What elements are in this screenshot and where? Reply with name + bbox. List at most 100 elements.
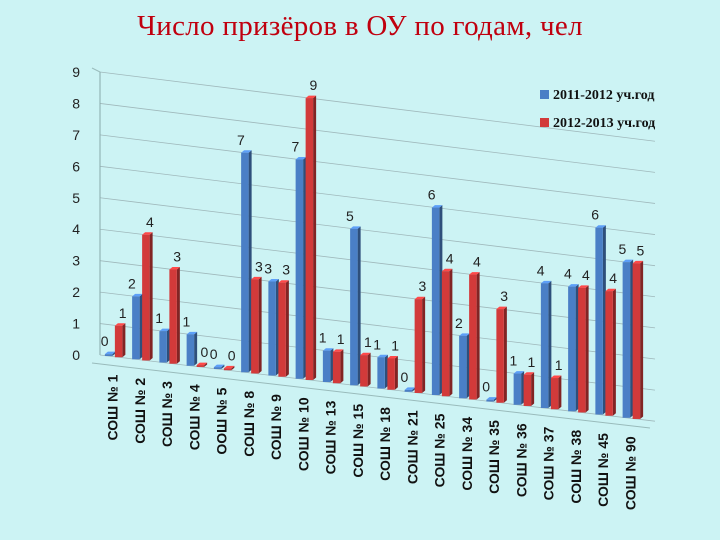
legend-label: 2012-2013 уч.год: [553, 116, 655, 131]
data-label: 3: [418, 278, 426, 294]
bar-top: [251, 276, 262, 280]
data-label: 4: [564, 266, 572, 282]
data-label: 0: [200, 344, 208, 360]
bar-side: [531, 372, 535, 406]
bar-side: [166, 328, 170, 363]
bar-series1: [459, 335, 467, 399]
data-label: 1: [555, 357, 563, 373]
bar-side: [149, 232, 153, 361]
bar-side: [548, 280, 552, 409]
bar-side: [630, 259, 634, 418]
data-label: 6: [428, 187, 436, 203]
data-label: 0: [482, 379, 490, 395]
bar-series2: [605, 291, 613, 416]
bar-side: [476, 272, 480, 400]
bar-series1: [431, 207, 440, 396]
data-label: 1: [155, 310, 163, 326]
bar-top: [431, 205, 443, 208]
data-label: 1: [364, 334, 372, 350]
bar-top: [268, 279, 279, 282]
bar-series1: [241, 152, 249, 373]
data-label: 4: [582, 267, 590, 283]
data-label: 7: [291, 139, 299, 155]
bar-top: [223, 365, 235, 369]
data-label: 1: [391, 337, 399, 353]
chart-gridlines: [99, 71, 656, 422]
bar-top: [578, 285, 589, 288]
y-tick-label: 6: [72, 158, 80, 174]
bar-top: [632, 260, 644, 264]
bar-series2: [114, 325, 123, 358]
bar-side: [521, 371, 525, 405]
bar-top: [278, 280, 289, 283]
data-label: 7: [237, 132, 245, 148]
bar-side: [384, 354, 388, 389]
x-category-label: СОШ № 21: [404, 410, 420, 484]
bar-top: [377, 354, 388, 358]
x-category-label: СОШ № 90: [622, 436, 638, 510]
bar-side: [340, 349, 344, 384]
bar-top: [241, 150, 252, 153]
bar-series2: [414, 299, 423, 393]
data-label: 5: [618, 241, 626, 257]
data-label: 1: [373, 336, 381, 352]
bar-side: [585, 285, 589, 413]
bar-series2: [360, 355, 368, 387]
data-label: 0: [228, 347, 236, 363]
data-label: 6: [591, 207, 599, 223]
bar-side: [422, 296, 426, 393]
bar-series1: [595, 227, 603, 415]
bar-top: [387, 355, 398, 359]
bar-series2: [523, 374, 532, 406]
y-tick-label: 4: [72, 221, 80, 237]
bar-series1: [377, 357, 385, 389]
bar-side: [357, 226, 361, 386]
bar-series2: [196, 365, 205, 367]
bar-side: [139, 293, 143, 360]
data-label: 3: [264, 261, 272, 277]
bar-side: [439, 205, 443, 396]
data-label: 1: [509, 353, 517, 369]
bar-series1: [322, 350, 331, 383]
bar-series2: [496, 309, 504, 403]
bar-top: [159, 328, 170, 332]
data-label: 1: [182, 313, 190, 329]
x-category-label: СОШ № 4: [186, 384, 202, 450]
bar-top: [550, 375, 562, 379]
bar-series1: [132, 296, 140, 360]
y-tick-label: 0: [72, 347, 80, 363]
y-tick-label: 8: [72, 95, 80, 111]
y-tick-label: 5: [72, 190, 80, 206]
bar-series2: [387, 358, 395, 390]
gridline: [99, 103, 656, 173]
x-category-label: СОШ № 15: [350, 404, 366, 478]
bar-top: [350, 226, 361, 229]
chart-bars: [104, 95, 644, 419]
x-category-label: СОШ № 35: [486, 420, 502, 494]
data-label: 4: [446, 250, 454, 266]
bar-series2: [251, 279, 259, 374]
data-label: 4: [537, 262, 545, 278]
bar-top: [595, 225, 606, 228]
bar-side: [231, 365, 235, 371]
bar-side: [248, 150, 252, 373]
bar-side: [640, 260, 644, 419]
bar-series2: [578, 287, 586, 413]
legend-swatch: [540, 118, 549, 127]
bar-series1: [295, 159, 304, 379]
bar-side: [204, 362, 208, 367]
data-label: 2: [455, 315, 463, 331]
bar-side: [258, 276, 262, 374]
data-label: 4: [473, 254, 481, 270]
bar-series1: [213, 367, 222, 370]
bar-side: [285, 280, 289, 377]
data-label: 0: [101, 333, 109, 349]
bar-side: [394, 355, 398, 390]
data-label: 2: [128, 275, 136, 291]
bar-side: [575, 284, 579, 412]
gridline: [99, 134, 656, 204]
x-category-label: СОШ № 34: [459, 417, 475, 491]
bar-side: [275, 279, 279, 376]
y-tick-label: 1: [72, 316, 80, 332]
x-category-label: СОШ № 18: [377, 407, 393, 481]
